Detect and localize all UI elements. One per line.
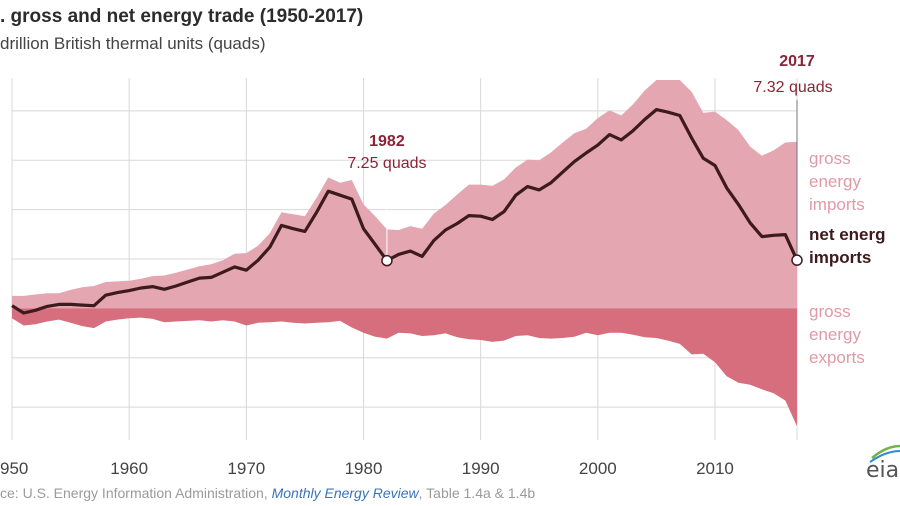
- areas: [12, 80, 797, 427]
- legend: gross energy imports net energ imports gross e…: [809, 149, 886, 367]
- annotation-1982-value: 7.25 quads: [347, 155, 426, 172]
- x-tick-label: 950: [0, 459, 28, 478]
- eia-logo: eia: [866, 444, 900, 483]
- legend-label-line: gross: [809, 149, 851, 168]
- logo-text: eia: [866, 458, 899, 483]
- annotation-1982-marker: [381, 254, 393, 267]
- legend-label-line: exports: [809, 348, 865, 367]
- x-tick-label: 2010: [696, 459, 734, 478]
- legend-label-line: imports: [809, 195, 865, 214]
- x-tick-label: 1960: [110, 459, 148, 478]
- source-suffix: , Table 1.4a & 1.4b: [418, 485, 536, 501]
- gross-imports-area: [12, 80, 797, 309]
- source-note: ce: U.S. Energy Information Administrati…: [0, 485, 535, 501]
- legend-label-line: energy: [809, 172, 861, 191]
- annotation-2017-value: 7.32 quads: [753, 79, 832, 96]
- x-tick-label: 2000: [579, 459, 617, 478]
- legend-label-line: imports: [809, 248, 871, 267]
- x-tick-label: 1970: [227, 459, 265, 478]
- x-axis: 950 1960 1970 1980 1990 2000 2010: [0, 459, 734, 478]
- chart-subtitle: drillion British thermal units (quads): [0, 34, 266, 53]
- logo-swoosh-green: [871, 444, 900, 459]
- gross-exports-area: [12, 308, 797, 427]
- legend-label-line: gross: [809, 302, 851, 321]
- logo-swoosh-blue: [869, 450, 900, 463]
- x-tick-label: 1980: [345, 459, 383, 478]
- source-publication-link[interactable]: Monthly Energy Review: [271, 485, 419, 501]
- lines: [11, 108, 799, 315]
- net-imports-line: [11, 108, 799, 315]
- annotation-2017-year: 2017: [779, 53, 815, 70]
- chart-title: . gross and net energy trade (1950-2017): [0, 6, 364, 27]
- legend-label-line: net energ: [809, 225, 886, 244]
- legend-label-line: energy: [809, 325, 861, 344]
- annotations: 1982 7.25 quads 2017 7.32 quads: [347, 53, 833, 267]
- annotation-1982-year: 1982: [369, 133, 405, 150]
- x-tick-label: 1990: [462, 459, 500, 478]
- annotation-2017-marker: [791, 254, 803, 266]
- source-prefix: ce: U.S. Energy Information Administrati…: [0, 485, 272, 501]
